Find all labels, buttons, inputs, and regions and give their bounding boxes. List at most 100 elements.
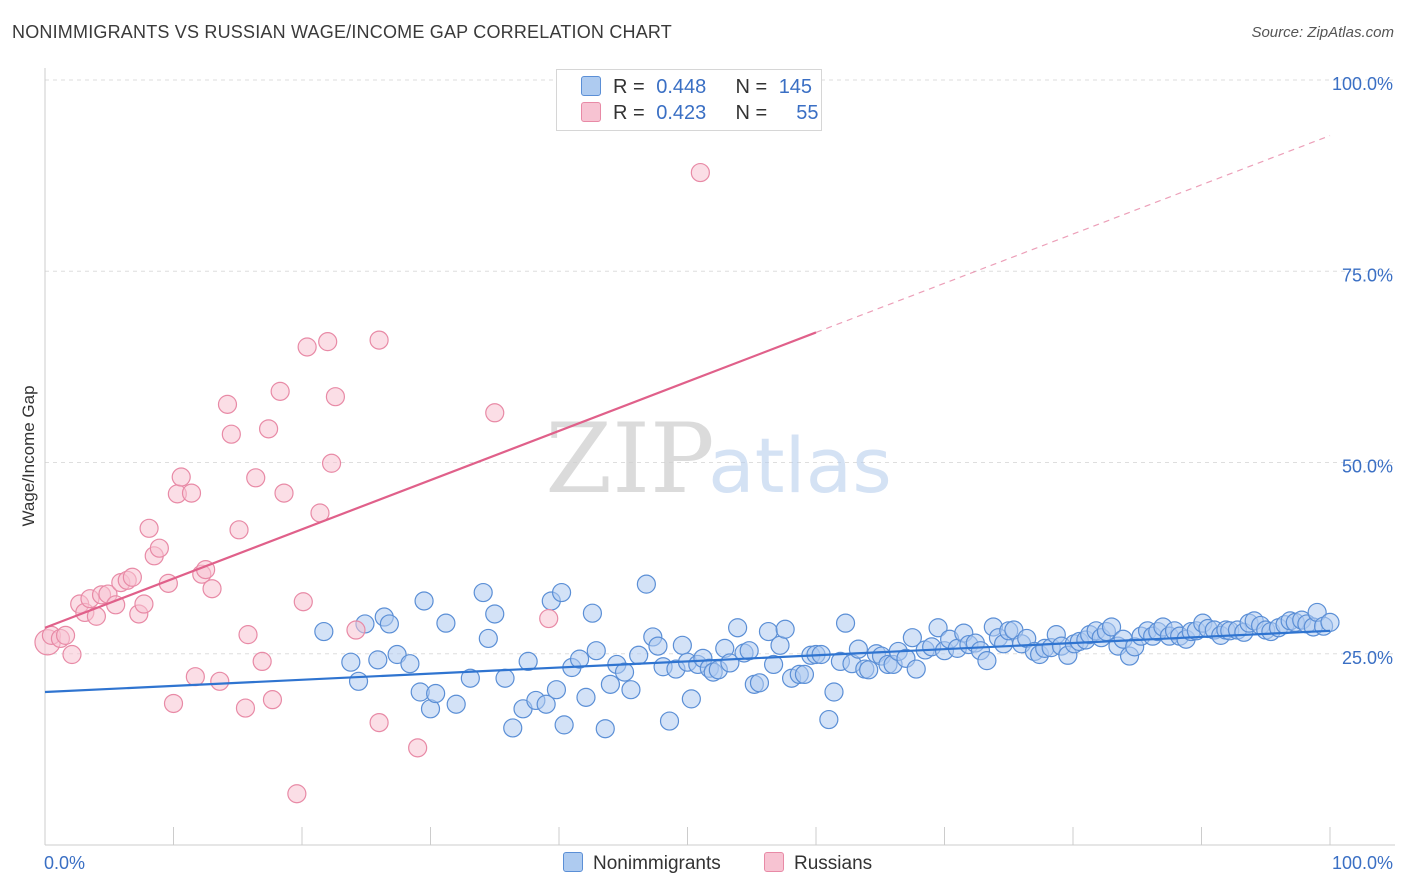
nonimmigrants-point <box>414 591 434 611</box>
x-tick-label: 100.0% <box>1332 853 1393 873</box>
russians-point <box>369 330 389 350</box>
russians-point <box>221 424 241 444</box>
nonimmigrants-point <box>536 694 556 714</box>
nonimmigrants-point <box>503 718 523 738</box>
trend-lines <box>44 135 1331 694</box>
nonimmigrants-point <box>368 650 388 670</box>
nonimmigrants-point <box>546 680 567 700</box>
nonimmigrants-point <box>314 621 334 642</box>
nonimmigrants-point <box>1320 612 1340 632</box>
nonimmigrants-point <box>621 680 641 700</box>
russians-point <box>139 518 159 538</box>
nonimmigrants-point <box>659 711 680 731</box>
watermark-atlas: atlas <box>708 421 892 510</box>
legend-n-value: 145 <box>778 76 813 98</box>
nonimmigrants-point <box>586 641 606 661</box>
legend-row-russians: R = 0.423 N = 55 <box>581 102 819 126</box>
russians-point <box>149 538 169 558</box>
russians-point <box>122 567 142 587</box>
russians-point <box>321 453 342 473</box>
nonimmigrants-point <box>341 652 361 672</box>
nonimmigrants-point <box>518 651 538 672</box>
nonimmigrants-point <box>460 668 480 688</box>
nonimmigrants-point <box>485 604 505 624</box>
nonimmigrants-point <box>595 719 615 739</box>
y-tick-label: 75.0% <box>1342 265 1393 285</box>
legend-r-value: 0.448 <box>656 76 707 98</box>
russians-points <box>34 162 710 804</box>
russians-point <box>274 483 294 503</box>
nonimmigrants-point <box>749 673 770 693</box>
nonimmigrants-point <box>824 682 844 702</box>
russians-point <box>287 784 307 804</box>
series-legend-russians[interactable]: Russians <box>764 852 872 875</box>
nonimmigrants-point <box>600 674 621 694</box>
russians-point <box>262 690 283 710</box>
russians-point <box>485 403 505 423</box>
series-legend: Nonimmigrants Russians <box>0 852 1406 878</box>
russians-point <box>235 698 256 718</box>
grid-layer <box>45 79 1395 655</box>
nonimmigrants-point <box>446 694 466 714</box>
nonimmigrants-point <box>902 628 922 648</box>
russians-point <box>297 337 317 357</box>
russians-swatch <box>764 852 784 872</box>
nonimmigrants-point <box>835 613 856 633</box>
russians-point <box>270 381 290 401</box>
russians-point <box>217 394 238 414</box>
nonimmigrants-point <box>636 574 656 594</box>
russians-point <box>539 608 559 629</box>
y-tick-label: 50.0% <box>1342 457 1393 477</box>
legend-r-label: R = <box>613 102 645 124</box>
stats-legend: R = 0.448 N = 145 R = 0.423 N = 55 <box>556 69 822 131</box>
legend-swatch-blue <box>581 76 601 96</box>
russians-point <box>55 625 76 645</box>
nonimmigrants-swatch <box>563 852 583 872</box>
russians-point <box>229 520 249 540</box>
nonimmigrants-point <box>348 671 369 691</box>
russians-trend-extension <box>815 135 1331 334</box>
y-tick-label: 25.0% <box>1342 648 1393 668</box>
nonimmigrants-point <box>672 635 692 655</box>
source-label: Source: ZipAtlas.com <box>1251 24 1394 41</box>
nonimmigrants-point <box>614 662 635 682</box>
y-axis-label: Wage/Income Gap <box>19 385 38 526</box>
nonimmigrants-point <box>928 618 948 638</box>
y-tick-label: 100.0% <box>1332 74 1393 94</box>
nonimmigrants-point <box>1101 617 1122 637</box>
russians-trend-line <box>44 331 817 629</box>
russians-point <box>690 162 710 183</box>
russians-point <box>238 625 258 645</box>
legend-r-label: R = <box>613 76 645 98</box>
legend-row-nonimmigrants: R = 0.448 N = 145 <box>581 76 812 100</box>
russians-point <box>252 651 272 672</box>
nonimmigrants-point <box>400 654 420 674</box>
nonimmigrants-point <box>554 715 574 735</box>
nonimmigrants-point <box>629 645 649 665</box>
x-tick-label: 0.0% <box>44 853 85 873</box>
nonimmigrants-point <box>794 664 815 685</box>
russians-point <box>171 467 191 487</box>
russians-point <box>293 592 313 612</box>
chart-title: NONIMMIGRANTS VS RUSSIAN WAGE/INCOME GAP… <box>12 22 673 42</box>
series-legend-nonimmigrants[interactable]: Nonimmigrants <box>563 852 721 875</box>
russians-point <box>62 644 82 665</box>
russians-point <box>258 419 279 439</box>
nonimmigrants-point <box>436 613 456 633</box>
nonimmigrants-point <box>681 689 701 709</box>
series-name-russians: Russians <box>794 853 873 874</box>
russians-point <box>346 620 366 640</box>
nonimmigrants-point <box>763 654 784 675</box>
russians-point <box>318 332 338 352</box>
nonimmigrants-trend-line <box>44 629 1331 694</box>
russians-point <box>369 712 389 733</box>
russians-point <box>163 693 184 714</box>
russians-point <box>210 671 230 691</box>
russians-point <box>246 468 266 488</box>
nonimmigrants-point <box>819 709 839 730</box>
nonimmigrants-point <box>576 687 596 707</box>
nonimmigrants-point <box>859 660 879 680</box>
nonimmigrants-point <box>977 651 997 671</box>
russians-point <box>134 594 154 614</box>
